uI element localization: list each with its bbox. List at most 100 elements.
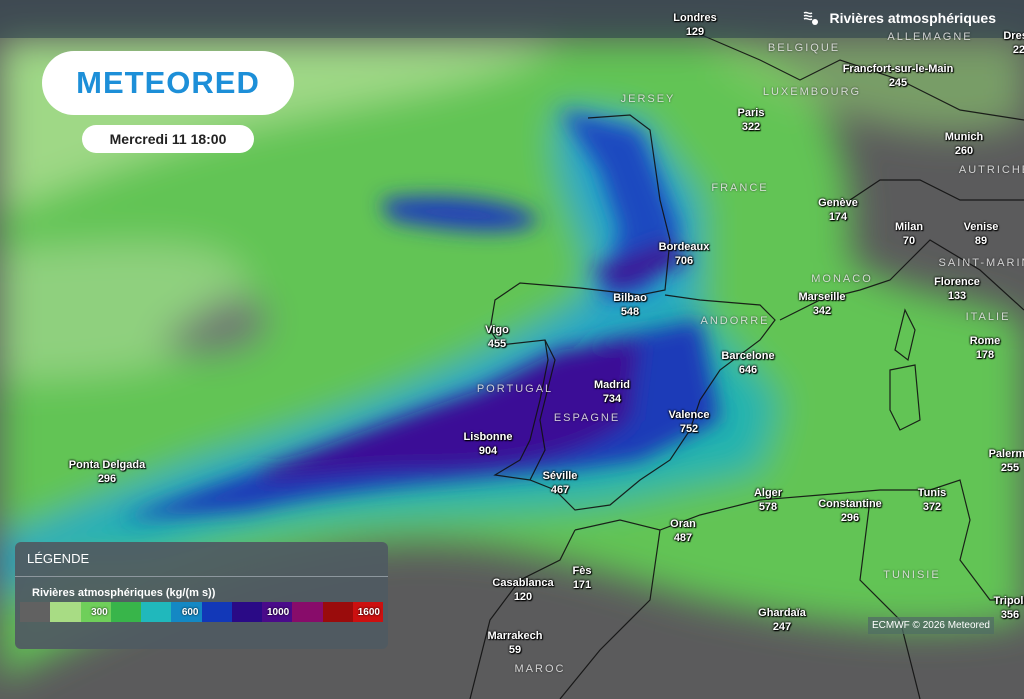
city-label[interactable]: Venise 89 (964, 220, 999, 248)
city-label[interactable]: Ghardaïa 247 (758, 606, 806, 634)
legend-bin: 1600 (352, 602, 383, 622)
legend-title[interactable]: LÉGENDE (15, 542, 388, 577)
data-credit: ECMWF © 2026 Meteored (868, 617, 994, 634)
city-value: 245 (888, 77, 908, 89)
country-label: ESPAGNE (553, 412, 621, 424)
city-value: 260 (954, 145, 974, 157)
legend-bin (292, 602, 323, 622)
city-value: 89 (974, 235, 988, 247)
legend-bin (110, 602, 141, 622)
city-value: 372 (922, 501, 942, 513)
city-name: Bordeaux (658, 241, 710, 253)
city-name: Ponta Delgada (68, 459, 146, 471)
legend-bin (141, 602, 172, 622)
layer-title[interactable]: Rivières atmosphériques (803, 10, 996, 26)
city-label[interactable]: Ponta Delgada 296 (69, 458, 145, 486)
legend-bin: 600 (171, 602, 202, 622)
city-name: Madrid (593, 379, 631, 391)
city-value: 342 (812, 305, 832, 317)
city-name: Fès (572, 565, 592, 577)
city-label[interactable]: Constantine 296 (818, 497, 882, 525)
logo-text: METEORED (76, 65, 260, 100)
city-label[interactable]: Lisbonne 904 (464, 430, 513, 458)
city-label[interactable]: Séville 467 (543, 469, 578, 497)
city-value: 227 (1012, 44, 1024, 56)
country-label: JERSEY (620, 93, 676, 105)
city-value: 120 (513, 591, 533, 603)
city-label[interactable]: Paris 322 (738, 106, 765, 134)
country-label: BELGIQUE (767, 42, 841, 54)
city-name: Genève (818, 197, 858, 209)
city-value: 706 (674, 255, 694, 267)
city-name: Vigo (485, 324, 509, 336)
city-label[interactable]: Barcelone 646 (721, 349, 774, 377)
city-name: Barcelone (721, 350, 775, 362)
city-value: 296 (840, 512, 860, 524)
city-label[interactable]: Vigo 455 (485, 323, 509, 351)
country-label: MAROC (514, 663, 566, 675)
city-value: 178 (975, 349, 995, 361)
city-name: Casablanca (492, 577, 554, 589)
city-label[interactable]: Tripoli 356 (994, 594, 1024, 622)
city-label[interactable]: Fès 171 (573, 564, 592, 592)
city-name: Tripoli (993, 595, 1024, 607)
country-label: FRANCE (711, 182, 769, 194)
city-value: 467 (550, 484, 570, 496)
legend-subtitle: Rivières atmosphériques (kg/(m s)) (32, 587, 216, 599)
legend-bin: 300 (80, 602, 111, 622)
city-value: 296 (97, 473, 117, 485)
city-value: 129 (685, 26, 705, 38)
country-label: PORTUGAL (476, 383, 554, 395)
meteored-logo[interactable]: METEORED (42, 51, 294, 115)
city-label[interactable]: Genève 174 (818, 196, 858, 224)
city-label[interactable]: Palerme 255 (989, 447, 1024, 475)
city-name: Bilbao (613, 292, 647, 304)
city-label[interactable]: Bilbao 548 (613, 291, 647, 319)
city-name: Paris (737, 107, 765, 119)
city-label[interactable]: Londres 129 (673, 11, 716, 39)
country-label: ITALIE (965, 311, 1011, 323)
city-name: Alger (753, 487, 783, 499)
city-label[interactable]: Madrid 734 (594, 378, 630, 406)
city-label[interactable]: Milan 70 (895, 220, 923, 248)
city-label[interactable]: Marrakech 59 (487, 629, 542, 657)
city-label[interactable]: Francfort-sur-le-Main 245 (843, 62, 954, 90)
city-name: Oran (670, 518, 696, 530)
city-name: Tunis (917, 487, 947, 499)
city-label[interactable]: Casablanca 120 (492, 576, 553, 604)
city-name: Rome (969, 335, 1001, 347)
city-label[interactable]: Oran 487 (670, 517, 696, 545)
city-value: 322 (741, 121, 761, 133)
city-value: 734 (602, 393, 622, 405)
city-name: Dresde (1003, 30, 1024, 42)
city-label[interactable]: Florence 133 (934, 275, 980, 303)
city-label[interactable]: Alger 578 (754, 486, 782, 514)
city-label[interactable]: Rome 178 (970, 334, 1001, 362)
city-value: 174 (828, 211, 848, 223)
city-label[interactable]: Munich 260 (945, 130, 984, 158)
city-label[interactable]: Valence 752 (669, 408, 710, 436)
city-name: Marrakech (487, 630, 543, 642)
city-name: Florence (934, 276, 980, 288)
country-label: AUTRICHE (958, 164, 1024, 176)
country-label: LUXEMBOURG (762, 86, 862, 98)
city-value: 255 (1000, 462, 1020, 474)
legend-bin (231, 602, 262, 622)
city-label[interactable]: Tunis 372 (918, 486, 947, 514)
city-label[interactable]: Dresde 227 (1003, 29, 1024, 57)
city-label[interactable]: Marseille 342 (798, 290, 845, 318)
country-label: TUNISIE (883, 569, 941, 581)
city-value: 171 (572, 579, 592, 591)
date-time-badge[interactable]: Mercredi 11 18:00 (82, 125, 254, 153)
legend-bin (322, 602, 353, 622)
city-name: Francfort-sur-le-Main (842, 63, 954, 75)
city-label[interactable]: Bordeaux 706 (659, 240, 710, 268)
city-value: 752 (679, 423, 699, 435)
top-bar (0, 0, 1024, 38)
country-label: SAINT-MARIN (938, 257, 1024, 269)
legend-panel: LÉGENDE Rivières atmosphériques (kg/(m s… (15, 542, 388, 649)
city-name: Venise (963, 221, 999, 233)
country-label: ANDORRE (700, 315, 770, 327)
city-name: Londres (673, 12, 717, 24)
